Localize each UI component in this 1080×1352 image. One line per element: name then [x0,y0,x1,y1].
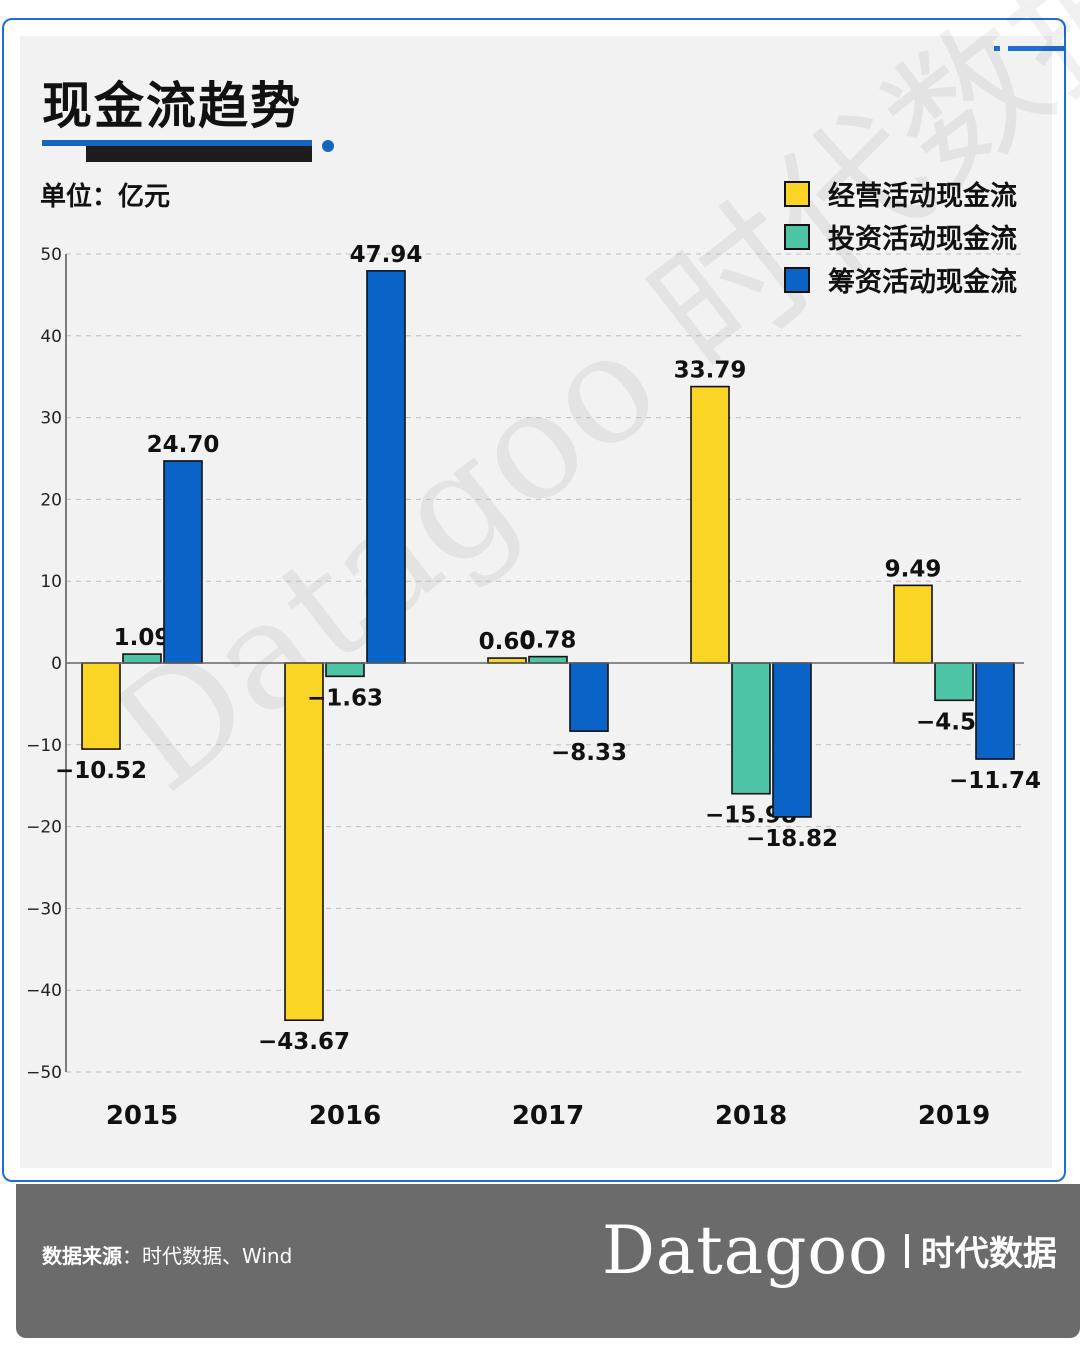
bar-chart: 50 40 30 20 10 0 −10 −20 −30 −40 −50 −10.52 1.09 24.7… [26,242,1041,1131]
legend-label-financing: 筹资活动现金流 [828,267,1017,298]
brand-logo: Datagoo 时代数据 [602,1212,1057,1289]
bar-value-label: 0.78 [520,628,577,654]
legend-item-investing: 投资活动现金流 [784,215,1017,258]
brand-subtitle: 时代数据 [920,1234,1057,1274]
source-value: ：时代数据、Wind [122,1244,293,1268]
y-tick-label: −20 [26,818,62,838]
bar-value-label: −1.63 [307,685,383,711]
x-category-label: 2018 [715,1101,787,1131]
legend-item-operating: 经营活动现金流 [784,172,1017,215]
y-tick-label: 10 [40,572,62,592]
bar-value-label: 1.09 [114,625,171,651]
bar-financing-2018 [772,662,812,818]
bar-investing-2016 [325,662,365,678]
chart-title: 现金流趋势 [42,77,302,135]
corner-mark-dot [994,46,1000,51]
x-category-label: 2015 [106,1101,178,1131]
legend-swatch-investing [784,223,810,250]
brand-separator [904,1233,909,1268]
bar-operating-2016 [284,662,324,1022]
title-underline-blue [42,140,312,146]
bar-value-label: −43.67 [258,1029,350,1055]
brand-name: Datagoo [602,1212,889,1289]
bar-value-label: 0.60 [479,629,536,655]
y-tick-label: 40 [40,327,62,347]
bar-value-label: −8.33 [551,740,627,766]
bar-financing-2017 [569,662,609,732]
legend-swatch-financing [784,266,810,293]
source-text: 数据来源：时代数据、Wind [42,1240,292,1269]
x-category-label: 2017 [512,1101,584,1131]
y-tick-label: 30 [40,409,62,429]
bar-investing-2018 [731,662,771,795]
bar-financing-2016 [366,270,406,664]
bar-investing-2015 [122,653,162,664]
footer: 数据来源：时代数据、Wind Datagoo 时代数据 [16,1184,1080,1338]
x-category-label: 2019 [918,1101,990,1131]
bar-value-label: 9.49 [885,556,942,582]
y-tick-label: 50 [40,245,62,265]
corner-mark-line [1008,46,1066,51]
y-tick-label: −30 [26,899,62,919]
source-key: 数据来源 [42,1244,122,1268]
bar-value-label: 24.70 [147,432,220,458]
bar-value-label: 33.79 [674,358,747,384]
y-tick-label: −40 [26,981,62,1001]
bar-financing-2015 [163,460,203,664]
bar-operating-2018 [690,385,730,664]
y-tick-label: 20 [40,490,62,510]
bar-financing-2019 [975,662,1015,760]
bar-value-label: −11.74 [949,768,1041,794]
legend: 经营活动现金流 投资活动现金流 筹资活动现金流 [784,172,1017,301]
bar-value-label: 47.94 [350,242,423,268]
bar-value-label: −18.82 [746,826,838,852]
title-underline-black [86,146,312,162]
legend-swatch-operating [784,180,810,207]
bar-investing-2017 [528,655,568,664]
bar-value-label: −10.52 [55,758,147,784]
y-tick-label: −10 [26,736,62,756]
bar-operating-2019 [893,584,933,664]
y-tick-label: 0 [51,654,62,674]
bar-investing-2019 [934,662,974,702]
legend-label-operating: 经营活动现金流 [828,181,1017,212]
unit-label: 单位：亿元 [40,182,171,212]
legend-label-investing: 投资活动现金流 [828,224,1017,255]
bar-operating-2015 [81,662,121,750]
title-dot [322,140,334,152]
x-category-label: 2016 [309,1101,381,1131]
y-tick-label: −50 [26,1063,62,1083]
legend-item-financing: 筹资活动现金流 [784,258,1017,301]
